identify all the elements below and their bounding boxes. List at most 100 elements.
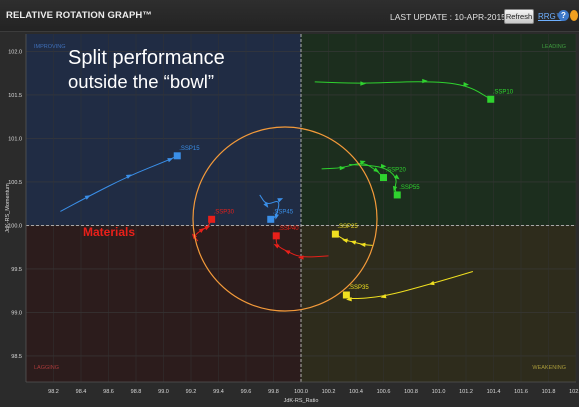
tail-arrow — [393, 174, 400, 180]
question-mark-icon[interactable]: ? — [558, 10, 569, 21]
refresh-button[interactable]: Refresh — [504, 9, 534, 24]
head-marker — [272, 232, 280, 240]
tail-line — [259, 194, 280, 220]
head-marker — [487, 95, 495, 103]
series-ssp40: .SSP40 — [272, 226, 329, 260]
x-tick-label: 99.2 — [186, 389, 197, 395]
series-ssp55: .SSP55 — [349, 163, 420, 199]
series-ssp35: .SSP35 — [342, 271, 474, 302]
series-ssp45: .SSP45 — [259, 194, 294, 223]
ticker-label: .SSP40 — [278, 226, 299, 232]
tail-arrow — [360, 81, 366, 86]
tail-arrow — [284, 250, 291, 255]
y-tick-label: 101.5 — [8, 93, 22, 99]
x-tick-label: 100.4 — [349, 389, 363, 395]
x-tick-label: 99.6 — [241, 389, 252, 395]
tail-arrow — [350, 240, 357, 245]
x-tick-label: 102.0 — [569, 389, 579, 395]
tail-arrow — [342, 238, 348, 243]
x-tick-label: 99.8 — [268, 389, 279, 395]
ticker-label: .SSP25 — [337, 224, 358, 230]
y-tick-label: 98.5 — [11, 354, 22, 360]
tail-arrow — [380, 163, 387, 169]
feed-icon[interactable] — [570, 10, 578, 21]
ticker-label: .SSP10 — [493, 89, 514, 95]
tail-arrow — [273, 243, 280, 249]
tail-arrow — [463, 82, 469, 87]
x-tick-label: 101.4 — [487, 389, 501, 395]
y-tick-label: 100.0 — [8, 223, 22, 229]
y-tick-label: 102.0 — [8, 49, 22, 55]
ticker-label: .SSP20 — [386, 168, 407, 174]
tail-arrow — [198, 227, 205, 234]
rrg-link[interactable]: RRG™ — [538, 12, 564, 21]
tail-arrow — [84, 195, 91, 200]
series-tails: .SSP15 .SSP10 .SSP20 .SSP55 .SSP25 .SSP35 .SSP… — [60, 78, 514, 302]
series-ssp10: .SSP10 — [314, 78, 514, 103]
y-tick-label: 100.5 — [8, 180, 22, 186]
tail-arrow — [339, 165, 346, 171]
x-tick-label: 100.0 — [294, 389, 308, 395]
y-axis-title: JdK-RS_Momentum — [5, 183, 11, 233]
tail-line — [345, 271, 474, 300]
quadrant-label-weakening: WEAKENING — [532, 365, 566, 371]
tail-arrow — [359, 160, 366, 165]
y-tick-label: 99.5 — [11, 267, 22, 273]
x-tick-label: 101.0 — [432, 389, 446, 395]
head-marker — [208, 215, 216, 223]
head-marker — [393, 191, 401, 199]
annotation-line-1: Split performance — [68, 47, 225, 69]
x-tick-label: 99.0 — [158, 389, 169, 395]
tail-arrow — [204, 225, 211, 231]
tail-arrow — [346, 296, 352, 302]
x-tick-label: 100.2 — [322, 389, 336, 395]
y-tick-label: 101.0 — [8, 136, 22, 142]
head-marker — [173, 152, 181, 160]
x-tick-label: 99.4 — [213, 389, 224, 395]
tail-arrow — [167, 158, 174, 163]
series-ssp15: .SSP15 — [60, 146, 200, 212]
series-ssp25: .SSP25 — [331, 224, 373, 247]
rotation-chart: IMPROVING LEADING LAGGING WEAKENING 98.5… — [5, 34, 579, 404]
tail-arrow — [263, 202, 269, 208]
y-tick-label: 99.0 — [11, 310, 22, 316]
head-marker — [267, 215, 275, 223]
x-axis-title: JdK-RS_Ratio — [284, 398, 319, 404]
x-tick-label: 101.2 — [459, 389, 473, 395]
head-marker — [342, 291, 350, 299]
tail-line — [60, 155, 178, 212]
axis-ticks: 98.5 99.0 99.5 100.0 100.5 101.0 101.5 102.0 98.… — [8, 34, 579, 395]
ticker-label: .SSP35 — [348, 285, 369, 291]
app-title: RELATIVE ROTATION GRAPH™ — [6, 10, 152, 21]
last-update-text: LAST UPDATE : 10-APR-2015 19:35 — [390, 12, 530, 22]
quadrant-label-improving: IMPROVING — [34, 44, 65, 50]
head-marker — [331, 230, 339, 238]
x-tick-label: 100.6 — [377, 389, 391, 395]
x-tick-label: 98.6 — [103, 389, 114, 395]
tail-arrow — [125, 174, 132, 179]
head-marker — [380, 174, 387, 182]
tail-arrow — [277, 198, 284, 203]
top-bar: RELATIVE ROTATION GRAPH™ LAST UPDATE : 1… — [0, 0, 579, 32]
tail-arrow — [274, 213, 279, 220]
quadrant-label-leading: LEADING — [542, 44, 566, 50]
tail-arrow — [428, 280, 435, 286]
series-ssp30: .SSP30 — [191, 209, 235, 242]
sector-label-materials: Materials — [83, 225, 135, 239]
x-tick-label: 98.8 — [131, 389, 142, 395]
tail-arrow — [373, 167, 380, 173]
tail-arrow — [298, 255, 304, 260]
x-tick-label: 98.4 — [76, 389, 87, 395]
x-tick-label: 101.6 — [514, 389, 528, 395]
ticker-label: .SSP45 — [273, 209, 294, 215]
bowl-circle — [192, 126, 378, 312]
ticker-label: .SSP55 — [399, 185, 420, 191]
center-lines — [26, 34, 576, 382]
tail-arrow — [359, 242, 366, 247]
tail-arrow — [392, 185, 398, 192]
ticker-label: .SSP30 — [214, 209, 235, 215]
tail-arrow — [422, 78, 428, 84]
tail-line — [314, 81, 492, 100]
x-tick-label: 101.8 — [542, 389, 556, 395]
tail-arrow — [380, 293, 387, 299]
